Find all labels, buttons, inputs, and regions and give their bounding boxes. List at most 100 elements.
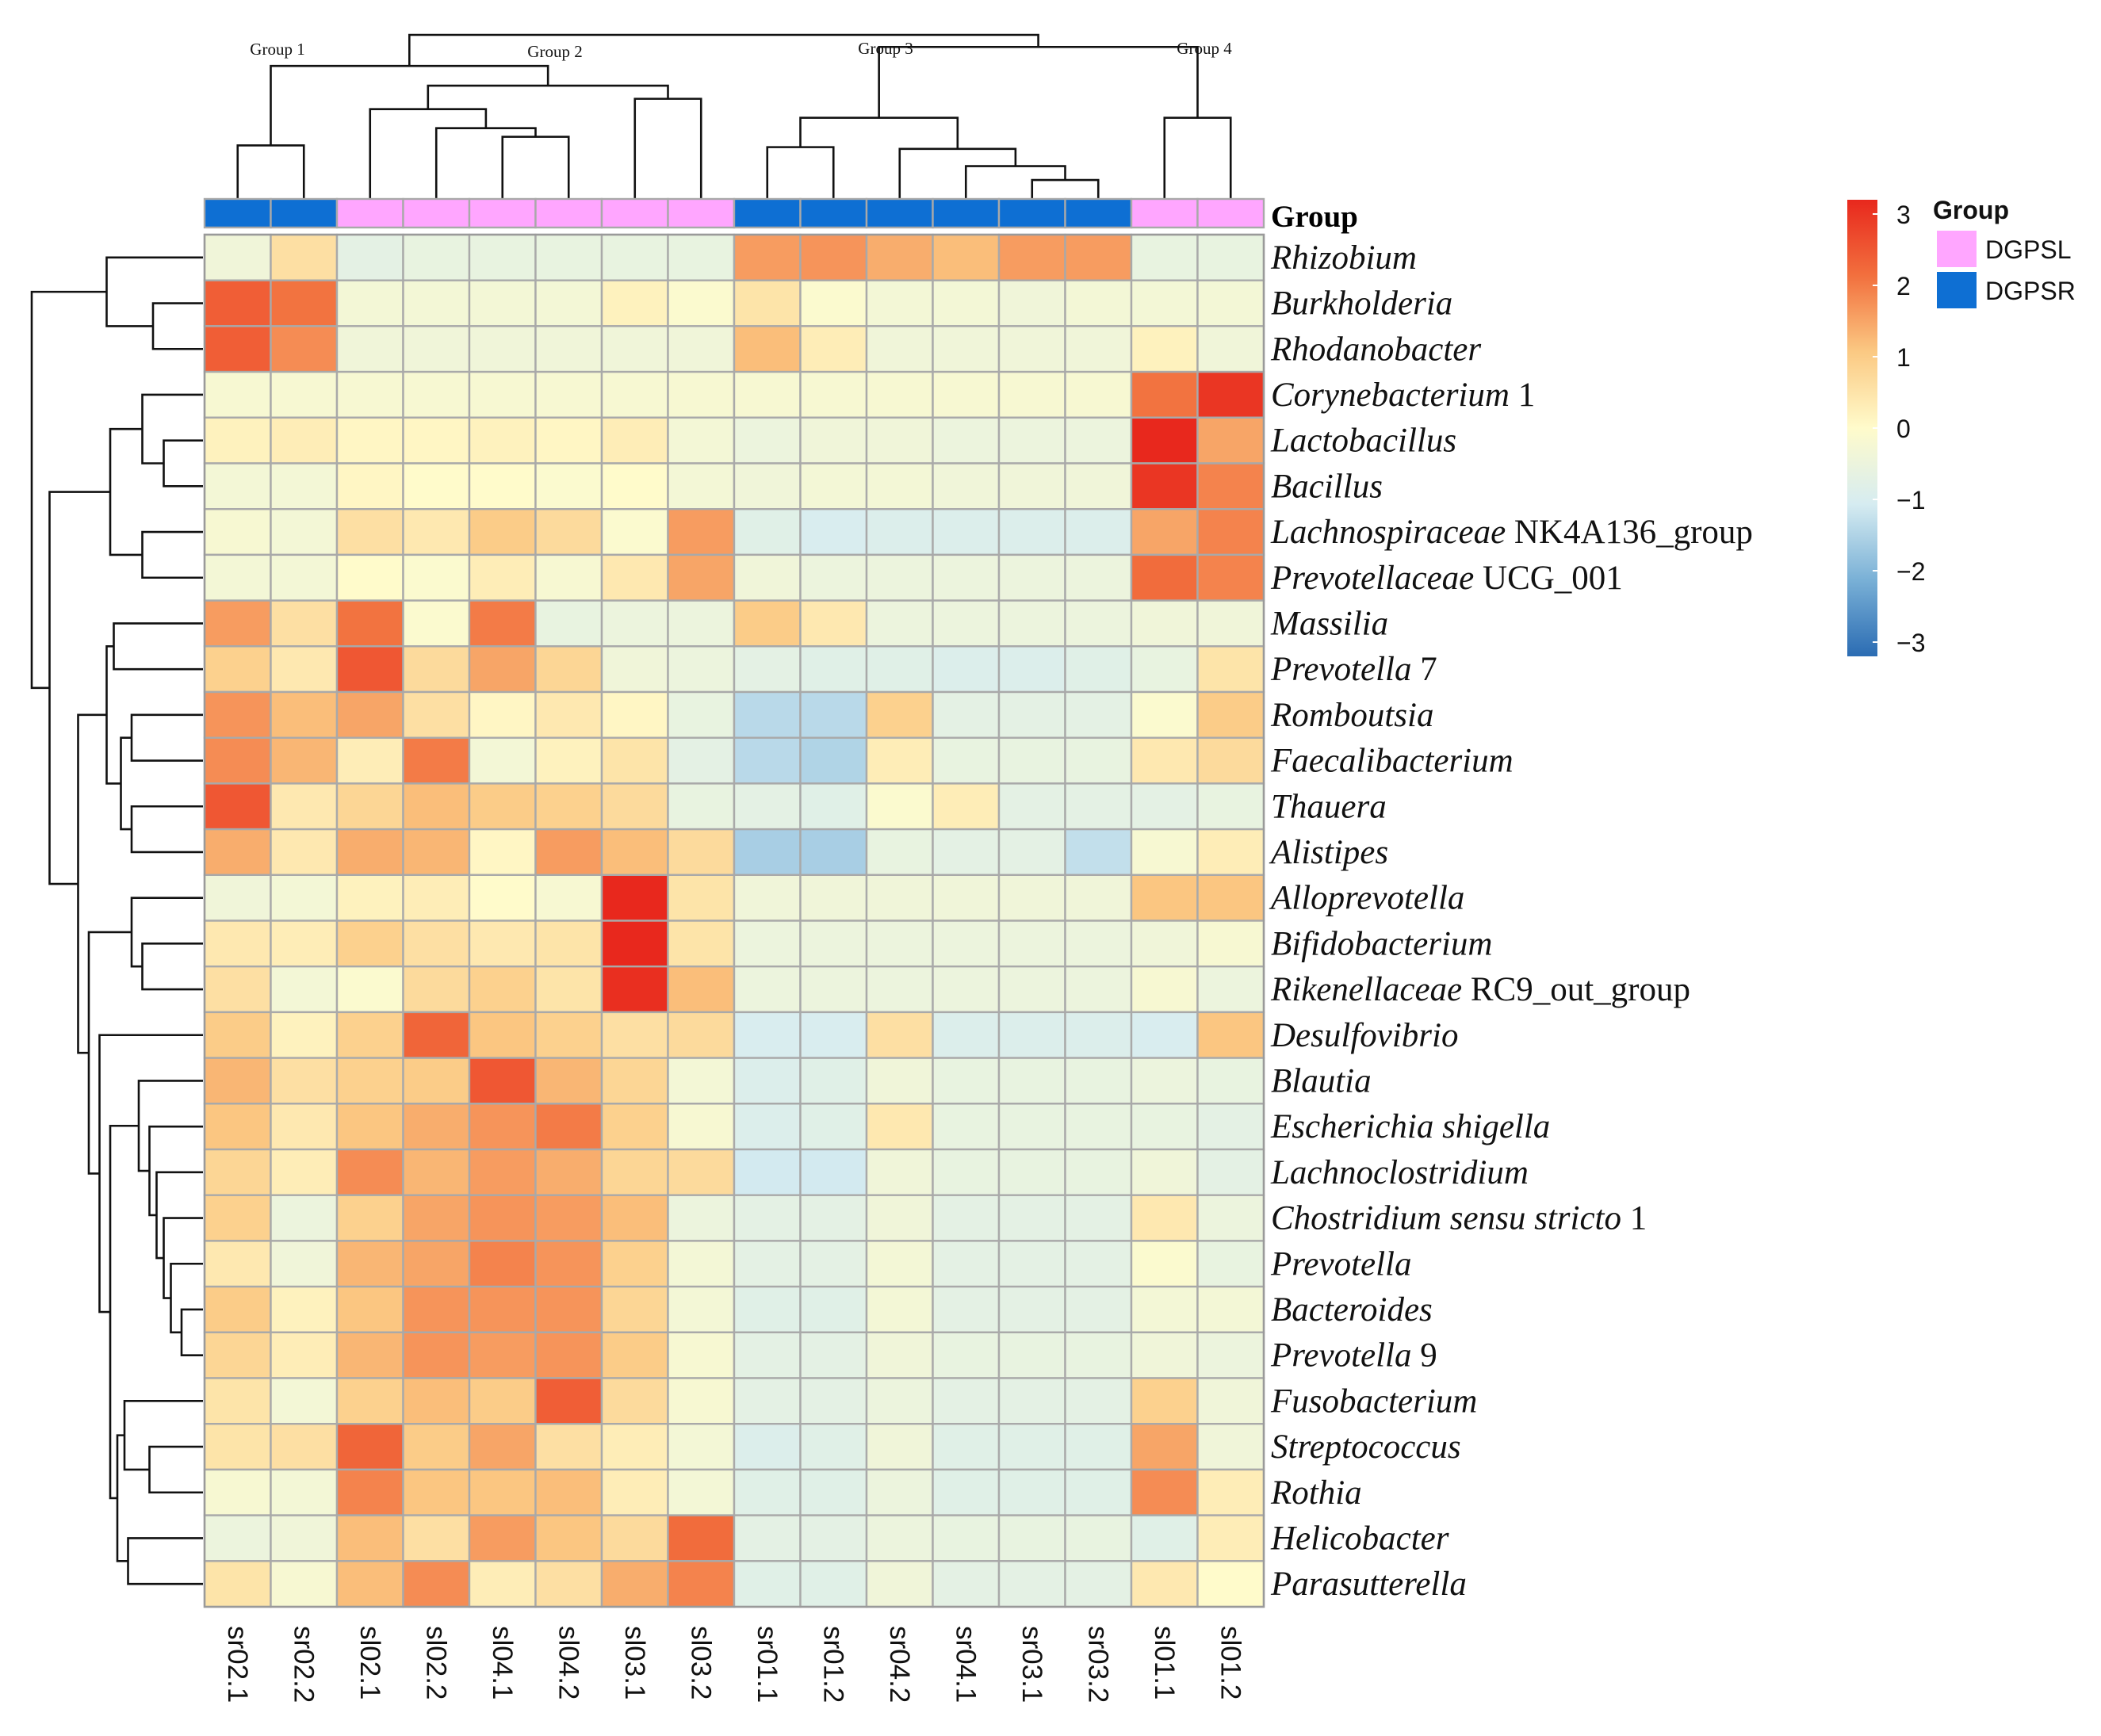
heat-cell — [203, 1057, 272, 1105]
heat-cell — [865, 1331, 934, 1379]
heat-cell — [1130, 1148, 1199, 1196]
heat-cell — [733, 1468, 802, 1516]
heat-cell — [270, 325, 339, 373]
group-annotation-cell — [932, 197, 1001, 229]
dendrogram-branch — [170, 1262, 203, 1334]
heat-cell — [865, 645, 934, 694]
heat-cell — [865, 1560, 934, 1608]
heat-cell — [534, 828, 603, 876]
heat-cell — [203, 279, 272, 327]
legend-label: DGPSR — [1985, 277, 2076, 305]
heat-cell — [600, 279, 669, 327]
heat-cell — [799, 1285, 868, 1333]
heat-cell — [534, 1148, 603, 1196]
row-label: Lactobacillus — [1270, 423, 1456, 460]
group-annotation-cell — [997, 197, 1066, 229]
heat-cell — [203, 462, 272, 510]
heat-cell — [865, 1422, 934, 1471]
heat-cell — [733, 1331, 802, 1379]
colorbar-tick-label: 3 — [1896, 201, 1911, 229]
heat-cell — [667, 1560, 736, 1608]
heat-cell — [203, 828, 272, 876]
heat-cell — [799, 874, 868, 922]
heat-cell — [1130, 1285, 1199, 1333]
heat-cell — [402, 1103, 471, 1151]
heat-cell — [932, 1560, 1001, 1608]
heat-cell — [534, 508, 603, 556]
heat-cell — [1064, 508, 1133, 556]
column-label: sr04.2 — [884, 1626, 915, 1703]
heat-cell — [932, 1422, 1001, 1471]
heat-cell — [1130, 1468, 1199, 1516]
heat-cell — [335, 1285, 404, 1333]
heat-cell — [799, 1468, 868, 1516]
heat-cell — [1064, 782, 1133, 831]
heat-cell — [799, 645, 868, 694]
heat-cell — [865, 1285, 934, 1333]
heat-cell — [799, 1377, 868, 1425]
heat-cell — [865, 782, 934, 831]
dendrogram-branch — [48, 491, 110, 885]
heat-cell — [1064, 965, 1133, 1014]
heat-cell — [402, 370, 471, 419]
heat-cell — [799, 690, 868, 739]
heat-cell — [402, 599, 471, 648]
heat-cell — [1196, 279, 1265, 327]
heat-cell — [932, 1103, 1001, 1151]
heat-cell — [270, 1240, 339, 1288]
column-label: sr01.1 — [752, 1626, 783, 1703]
heat-cell — [402, 1331, 471, 1379]
heat-cell — [667, 1377, 736, 1425]
group-annotation-cell — [600, 197, 669, 229]
heat-cell — [997, 1560, 1066, 1608]
heat-cell — [1130, 645, 1199, 694]
heat-cell — [997, 508, 1066, 556]
heat-cell — [997, 1285, 1066, 1333]
group-annotation-cell — [1130, 197, 1199, 229]
heat-cell — [468, 965, 537, 1014]
heat-cell — [335, 828, 404, 876]
group-annotation-bar — [203, 197, 1265, 229]
heat-cell — [932, 1011, 1001, 1059]
group-annotation-cell — [270, 197, 339, 229]
heat-cell — [932, 828, 1001, 876]
heat-cell — [799, 233, 868, 281]
heat-cell — [600, 1331, 669, 1379]
heat-cell — [203, 782, 272, 831]
heat-cell — [335, 1011, 404, 1059]
heat-cell — [1196, 599, 1265, 648]
heat-cell — [865, 1194, 934, 1242]
row-label: Streptococcus — [1271, 1428, 1461, 1466]
heat-cell — [402, 1057, 471, 1105]
heat-cell — [997, 1331, 1066, 1379]
heat-cell — [865, 233, 934, 281]
heat-cell — [534, 233, 603, 281]
heat-cell — [534, 1057, 603, 1105]
heat-cell — [270, 1514, 339, 1562]
heat-cell — [997, 828, 1066, 876]
heat-cell — [997, 965, 1066, 1014]
heat-cell — [1064, 1422, 1133, 1471]
heat-cell — [600, 1103, 669, 1151]
row-label: Bacillus — [1271, 468, 1383, 505]
heat-cell — [1196, 874, 1265, 922]
heat-cell — [799, 462, 868, 510]
legend-swatch — [1935, 229, 1978, 269]
heat-cell — [733, 1377, 802, 1425]
heat-cell — [534, 920, 603, 968]
row-label: Rhizobium — [1270, 239, 1417, 277]
heat-cell — [468, 1560, 537, 1608]
heat-cell — [865, 1011, 934, 1059]
legend-title: Group — [1933, 196, 2009, 224]
heat-cell — [402, 828, 471, 876]
heat-cell — [402, 416, 471, 465]
heat-cell — [402, 1240, 471, 1288]
heat-cell — [203, 920, 272, 968]
heat-cell — [799, 1560, 868, 1608]
heat-cell — [468, 416, 537, 465]
heat-cell — [799, 416, 868, 465]
heat-cell — [1196, 1468, 1265, 1516]
heat-cell — [270, 416, 339, 465]
heat-cell — [997, 1422, 1066, 1471]
group-annotation-cell — [203, 197, 272, 229]
